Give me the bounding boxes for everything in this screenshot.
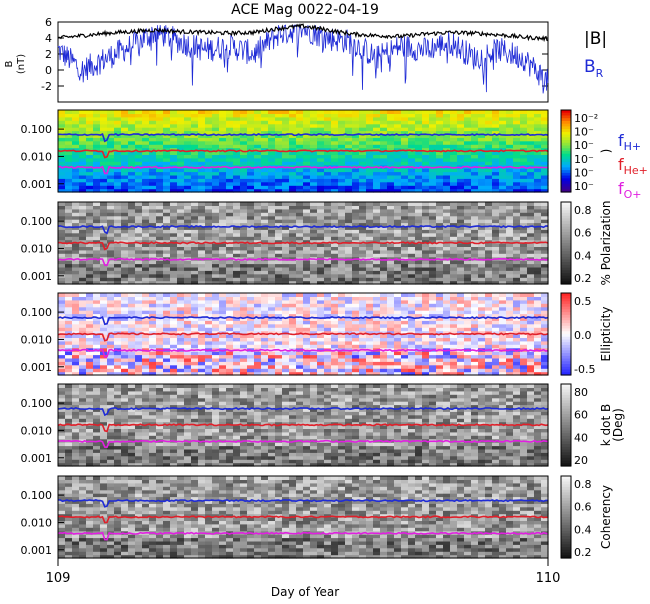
colorbar-tick-label: 10⁻: [574, 139, 594, 152]
legend-entry-0: |B|: [584, 29, 607, 49]
freq-tick-label: 0.001: [21, 178, 53, 191]
colorbar-tick-label: 20: [574, 454, 588, 467]
freq-tick-label: 0.010: [21, 333, 53, 346]
freq-tick-label: 0.010: [21, 150, 53, 163]
freq-tick-label: 0.100: [21, 306, 53, 319]
x-tick-end: 110: [536, 571, 561, 586]
freq-tick-label: 0.100: [21, 215, 53, 228]
freq-tick-label: 0.001: [21, 361, 53, 374]
freq-tick-label: 0.100: [21, 123, 53, 136]
top-ylabel-line1: B: [4, 60, 15, 67]
top-ytick-label: -2: [41, 80, 52, 93]
colorbar-label-polarization: % Polarization: [599, 201, 613, 286]
top-ytick-label: 4: [45, 32, 52, 45]
colorbar-tick-label: 0.8: [574, 204, 592, 217]
legend-entry-1: BR: [584, 57, 604, 80]
colorbar-tick-label: 80: [574, 386, 588, 399]
freq-tick-label: 0.100: [21, 489, 53, 502]
freq-tick-label: 0.001: [21, 270, 53, 283]
spectrogram-panel-polarization: 0.100 0.010 0.001 0.8 0.6 0.4 0.2 % Polarizatio…: [21, 201, 614, 286]
top-ylabel-line2: (nT): [16, 54, 27, 74]
colorbar-tick-label: 0.2: [574, 546, 592, 559]
colorbar-tick-label: 0.2: [574, 272, 592, 285]
freq-tick-label: 0.001: [21, 452, 53, 465]
colorbar-tick-label: 0.6: [574, 501, 592, 514]
x-axis-label: Day of Year: [271, 585, 339, 599]
colorbar-tick-label: 0.8: [574, 478, 592, 491]
freq-tick-label: 0.010: [21, 516, 53, 529]
colorbar-tick-label: 10⁻: [574, 180, 594, 193]
freq-tick-label: 0.001: [21, 544, 53, 557]
colorbar-tick-label: 40: [574, 431, 588, 444]
top-ytick-label: 2: [45, 48, 52, 61]
colorbar-tick-label: -0.5: [574, 363, 595, 376]
colorbar-tick-label: 0.0: [574, 329, 592, 342]
colorbar-label-coherency: Coherency: [599, 485, 613, 549]
colorbar-tick-label: 0.6: [574, 227, 592, 240]
plot-layer: 6420-2|B|BR0.1000.0100.00110⁻²10⁻10⁻10⁻1…: [21, 16, 648, 566]
freq-tick-label: 0.100: [21, 397, 53, 410]
freq-legend-0: fH+: [618, 131, 641, 153]
freq-legend-2: fO+: [618, 179, 642, 201]
x-tick-start: 109: [46, 571, 71, 586]
colorbar-tick-label: 10⁻: [574, 153, 594, 166]
colorbar-tick-label: 0.5: [574, 295, 592, 308]
colorbar-tick-label: 0.4: [574, 249, 592, 262]
colorbar-tick-label: 60: [574, 409, 588, 422]
colorbar-label2-kdotb: (Deg): [611, 408, 625, 442]
chart-title: ACE Mag 0022-04-19: [231, 2, 379, 18]
freq-tick-label: 0.010: [21, 242, 53, 255]
top-ytick-label: 0: [45, 64, 52, 77]
colorbar-label-ellipticity: Ellipticity: [599, 307, 613, 362]
top-panel-frame: [58, 22, 548, 102]
freq-tick-label: 0.010: [21, 424, 53, 437]
colorbar-tick-label: 10⁻: [574, 166, 594, 179]
spectrogram-panel-ellipticity: 0.100 0.010 0.001 0.5 0.0 -0.5 Ellipticity: [21, 293, 614, 376]
colorbar-tick-label: 10⁻: [574, 126, 594, 139]
top-ytick-label: 6: [45, 16, 52, 29]
colorbar-tick-label: 10⁻²: [574, 112, 598, 125]
colorbar-label-power: ): [599, 149, 613, 154]
freq-legend-1: fHe+: [618, 155, 648, 177]
spectrogram-panel-coherency: 0.100 0.010 0.001 0.8 0.6 0.4 0.2 Coherency: [21, 476, 614, 559]
colorbar-tick-label: 0.4: [574, 523, 592, 536]
